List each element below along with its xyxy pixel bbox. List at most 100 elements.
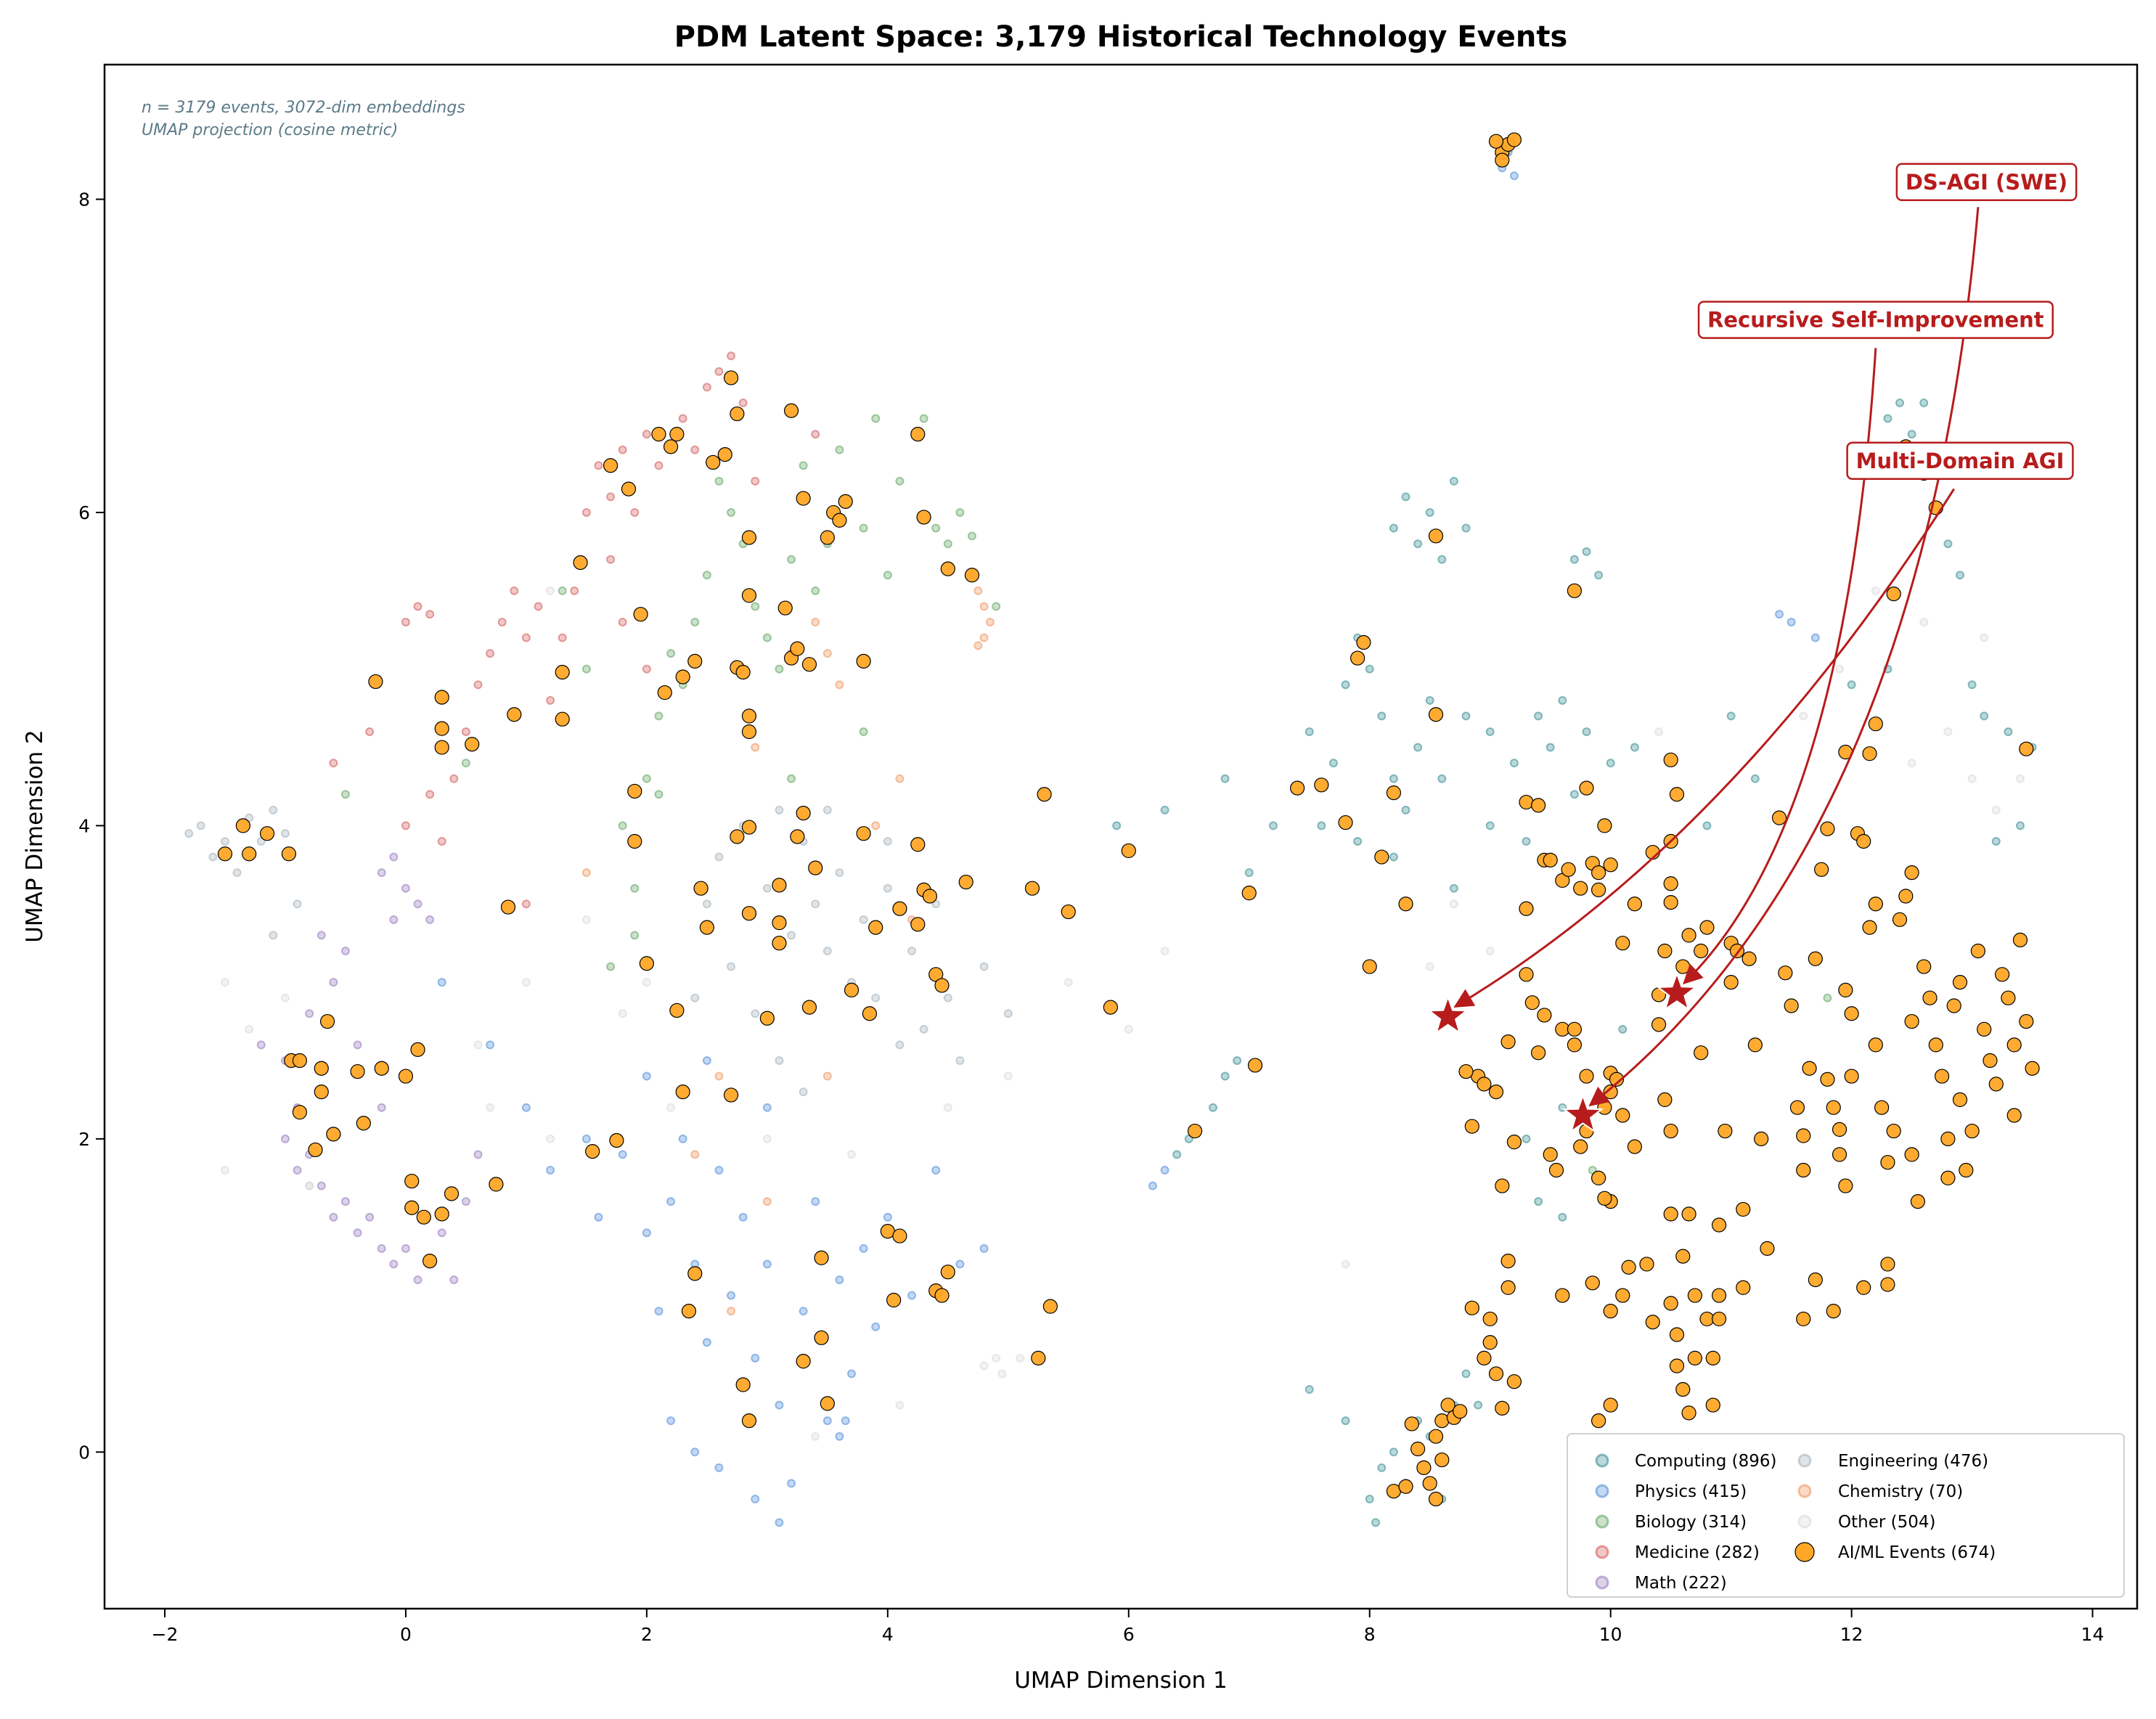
- math-point: [389, 1259, 399, 1269]
- legend-item-ai-ml-events: AI/ML Events (674): [1794, 1542, 1996, 1562]
- engineering-point: [714, 852, 724, 862]
- ai-ml-event-point: [1705, 1350, 1720, 1365]
- engineering-point: [955, 1056, 965, 1065]
- physics-point: [666, 1416, 676, 1426]
- series-physics: [437, 147, 1820, 1527]
- engineering-point: [184, 829, 194, 838]
- ai-ml-event-point: [741, 1413, 757, 1429]
- engineering-point: [293, 899, 302, 909]
- ai-ml-event-point: [1428, 1491, 1444, 1507]
- chemistry-point: [690, 1150, 700, 1159]
- biology-point: [654, 711, 663, 721]
- computing-point: [1365, 1494, 1374, 1503]
- biology-point: [1823, 993, 1832, 1003]
- series-ai-ml-events: [217, 132, 2040, 1507]
- ai-ml-event-point: [958, 874, 973, 890]
- ai-ml-event-point: [1886, 587, 1901, 602]
- other-point: [1991, 805, 2001, 814]
- computing-point: [1907, 430, 1916, 439]
- ai-ml-event-point: [1488, 134, 1504, 149]
- engineering-point: [799, 1087, 808, 1097]
- ai-ml-event-point: [1627, 1139, 1642, 1154]
- engineering-point: [280, 829, 290, 838]
- chemistry-point: [871, 821, 881, 830]
- legend-label: Engineering (476): [1838, 1452, 1988, 1471]
- ai-ml-event-point: [1061, 904, 1076, 920]
- ai-ml-event-point: [1736, 1280, 1751, 1295]
- engineering-point: [883, 836, 892, 846]
- medicine-point: [618, 617, 627, 626]
- ai-ml-event-point: [1519, 967, 1534, 982]
- annotation-arrow: [1588, 207, 1980, 1107]
- ai-ml-event-point: [434, 1206, 449, 1222]
- ai-ml-event-point: [1548, 1162, 1564, 1178]
- ai-ml-event-point: [2019, 1013, 2034, 1029]
- medicine-point: [630, 507, 640, 517]
- ai-ml-event-point: [2001, 990, 2016, 1005]
- ai-ml-event-point: [1488, 1366, 1504, 1381]
- math-point: [353, 1228, 362, 1238]
- other-point: [1160, 946, 1169, 955]
- physics-point: [762, 1259, 772, 1269]
- engineering-point: [822, 805, 832, 814]
- ai-ml-event-point: [1404, 1416, 1419, 1432]
- ai-ml-event-point: [2012, 932, 2028, 947]
- ai-ml-event-point: [1663, 1296, 1678, 1311]
- medicine-point: [401, 617, 410, 626]
- other-point: [1449, 899, 1458, 909]
- ai-ml-event-point: [1579, 780, 1594, 796]
- computing-point: [1365, 664, 1374, 674]
- ai-ml-event-point: [892, 1228, 907, 1244]
- computing-point: [1425, 695, 1434, 705]
- physics-point: [486, 1040, 495, 1050]
- points-layer: [184, 132, 2040, 1527]
- medicine-point: [581, 507, 591, 517]
- ai-ml-event-point: [1868, 897, 1883, 912]
- ai-ml-event-point: [1995, 967, 2010, 982]
- engineering-point: [787, 931, 796, 940]
- ai-ml-event-point: [1820, 1071, 1835, 1087]
- math-point: [389, 915, 399, 924]
- biology-point: [968, 531, 977, 541]
- legend-label: Other (504): [1838, 1513, 1935, 1532]
- annotation-box: [1895, 163, 2078, 202]
- ai-ml-event-point: [1687, 1350, 1702, 1365]
- biology-point: [606, 962, 616, 971]
- other-point: [2016, 774, 2025, 783]
- physics-point: [811, 1197, 820, 1206]
- ai-ml-event-point: [1935, 1069, 1950, 1084]
- engineering-point: [269, 805, 278, 814]
- computing-point: [1750, 774, 1760, 783]
- legend-label: Math (222): [1635, 1574, 1727, 1593]
- ai-ml-event-point: [1959, 1162, 1974, 1178]
- physics-point: [871, 1322, 881, 1331]
- ai-ml-event-point: [1675, 1381, 1691, 1397]
- ai-ml-event-point: [465, 737, 480, 752]
- ai-ml-event-point: [350, 1063, 365, 1079]
- ai-ml-event-point: [1796, 1162, 1811, 1178]
- legend-marker: [1797, 1453, 1812, 1468]
- other-point: [762, 1134, 772, 1143]
- ai-ml-event-point: [308, 1142, 323, 1158]
- computing-point: [1401, 492, 1410, 502]
- annotation-multi-domain-agi: Multi-Domain AGI: [1846, 441, 2074, 481]
- ai-ml-event-point: [1844, 1069, 1859, 1084]
- other-point: [521, 978, 531, 987]
- ai-ml-event-point: [2006, 1037, 2022, 1053]
- computing-point: [1449, 883, 1458, 893]
- ai-ml-event-point: [717, 447, 732, 462]
- math-point: [401, 1244, 410, 1253]
- x-tick-label: 2: [641, 1624, 653, 1645]
- ai-ml-event-point: [1940, 1170, 1956, 1185]
- legend-item-other: Other (504): [1797, 1513, 1935, 1532]
- physics-point: [762, 1103, 772, 1112]
- other-point: [1980, 633, 1989, 642]
- computing-point: [1558, 1212, 1567, 1222]
- ai-ml-event-point: [1651, 1017, 1667, 1032]
- legend-frame: [1567, 1433, 2125, 1598]
- biology-point: [787, 555, 796, 564]
- math-point: [401, 883, 410, 893]
- ai-ml-event-point: [1669, 1327, 1685, 1342]
- biology-point: [931, 523, 941, 533]
